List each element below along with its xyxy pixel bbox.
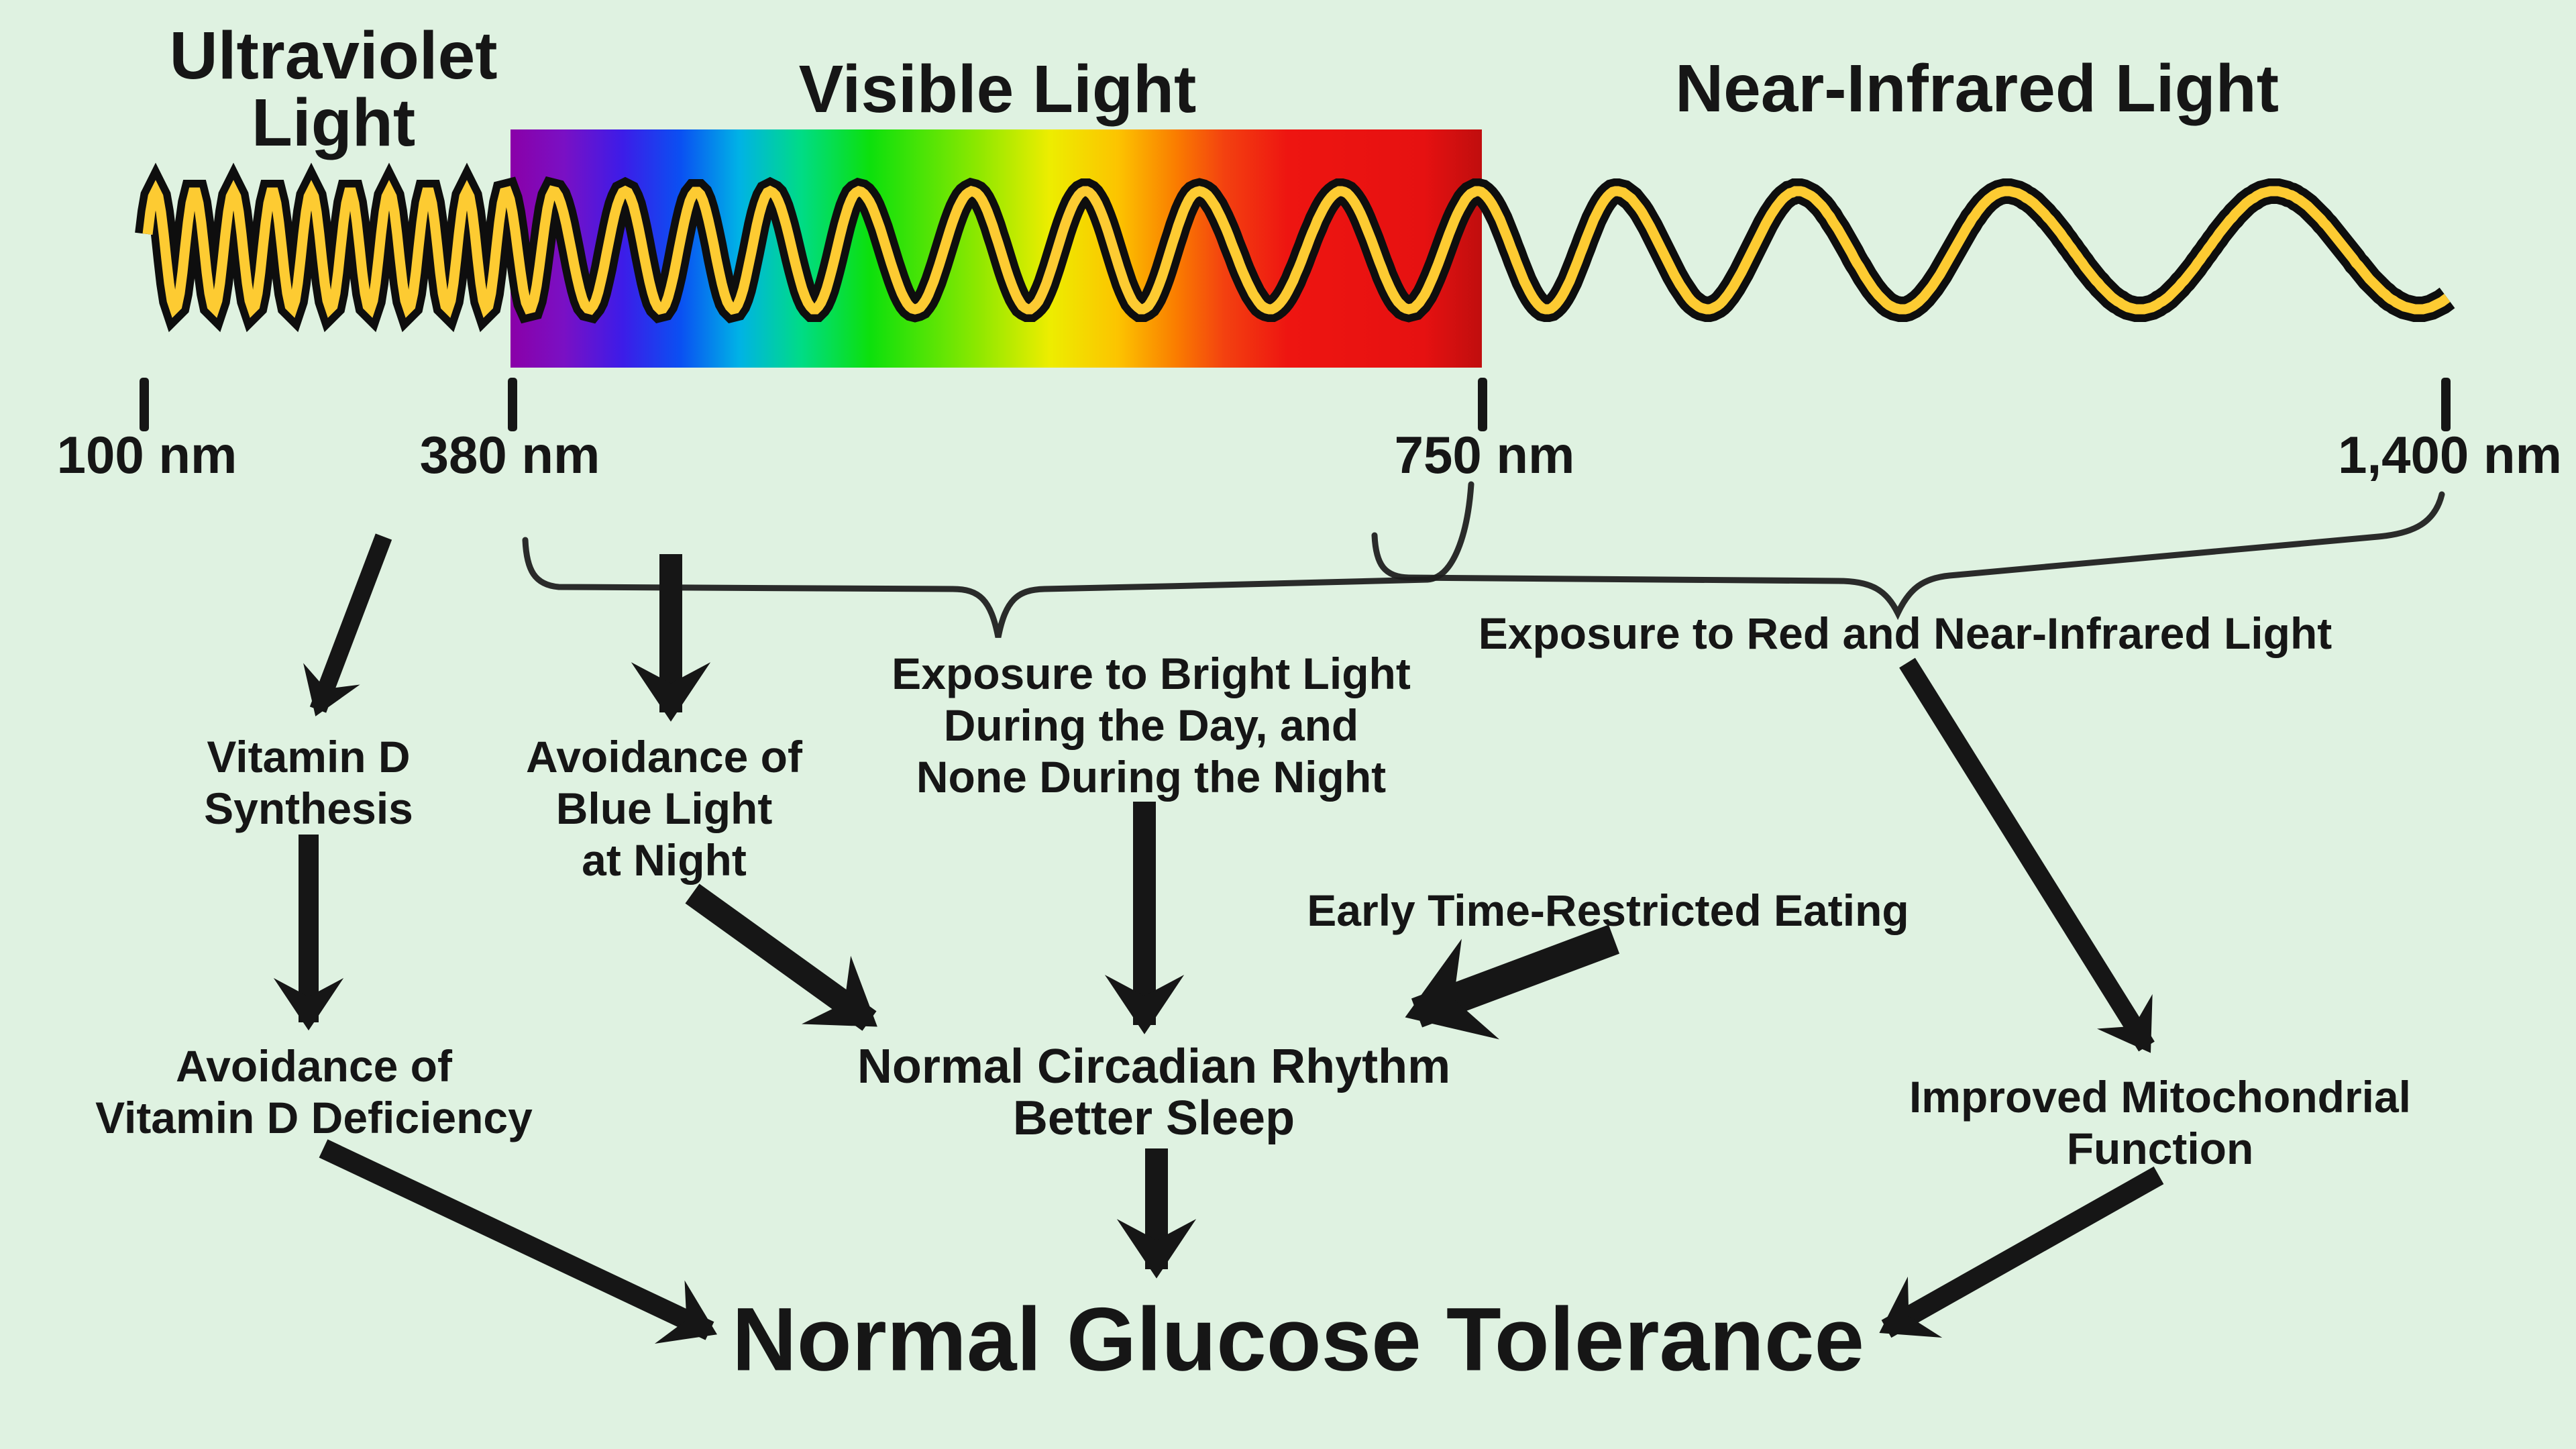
- light-wave: [135, 162, 2455, 333]
- flow-arrows: [273, 533, 2164, 1344]
- tick-100nm: [140, 378, 149, 431]
- node-avoid-blue-light-line2: Blue Light: [556, 784, 773, 833]
- arrow-rednir-to-mitochondria: [1899, 657, 2155, 1053]
- node-bright-light-day-line2: During the Day, and: [944, 700, 1359, 750]
- node-avoid-vitamin-d-deficiency-line1: Avoidance of: [176, 1041, 453, 1091]
- tick-750nm: [1478, 378, 1487, 431]
- node-improved-mitochondrial-function-line1: Improved Mitochondrial: [1909, 1072, 2411, 1122]
- tick-380nm: [508, 378, 517, 431]
- wave-core: [142, 180, 2451, 318]
- range-braces: [522, 481, 2445, 638]
- node-avoid-vitamin-d-deficiency-line2: Vitamin D Deficiency: [95, 1093, 533, 1142]
- title-near-infrared-light-line1: Near-Infrared Light: [1675, 51, 2279, 126]
- arrow-blue-to-circadian: [685, 883, 877, 1031]
- node-red-nir-exposure-line1: Exposure to Red and Near-Infrared Light: [1479, 608, 2332, 658]
- node-vitamin-d-synthesis-line1: Vitamin D: [207, 732, 410, 782]
- node-bright-light-day-line1: Exposure to Bright Light: [892, 649, 1411, 698]
- node-improved-mitochondrial-function-line2: Function: [2067, 1124, 2254, 1173]
- nir-range-brace: [1371, 491, 2445, 621]
- title-ultraviolet-light-line2: Light: [252, 85, 415, 160]
- tick-100nm-label: 100 nm: [57, 425, 237, 484]
- tick-750nm-label: 750 nm: [1395, 425, 1575, 484]
- node-avoid-blue-light-line1: Avoidance of: [526, 732, 803, 782]
- outcome-normal-glucose-tolerance: Normal Glucose Tolerance: [732, 1290, 1864, 1390]
- arrow-avoidance-to-glucose: [319, 1139, 718, 1344]
- tick-380nm-label: 380 nm: [420, 425, 600, 484]
- title-ultraviolet-light-line1: Ultraviolet: [169, 18, 497, 93]
- title-visible-light-line1: Visible Light: [799, 52, 1197, 127]
- node-normal-circadian-rhythm-line1: Normal Circadian Rhythm: [857, 1040, 1450, 1093]
- node-avoid-blue-light-line3: at Night: [582, 835, 747, 885]
- arrow-etre-to-circadian: [1405, 924, 1620, 1040]
- tick-1400nm: [2441, 378, 2451, 431]
- node-normal-circadian-rhythm-line2: Better Sleep: [1013, 1091, 1295, 1145]
- wavelength-ticks: [140, 378, 2451, 431]
- arrow-mitochondria-to-glucose: [1879, 1166, 2164, 1338]
- node-early-time-restricted-eating-line1: Early Time-Restricted Eating: [1307, 885, 1909, 935]
- tick-1400nm-label: 1,400 nm: [2338, 425, 2562, 484]
- wavelength-labels: 100 nm 380 nm 750 nm 1,400 nm: [57, 425, 2562, 484]
- arrow-uv-to-vitamin-d: [303, 533, 392, 716]
- node-bright-light-day-line3: None During the Night: [916, 752, 1386, 802]
- node-vitamin-d-synthesis-line2: Synthesis: [204, 784, 413, 833]
